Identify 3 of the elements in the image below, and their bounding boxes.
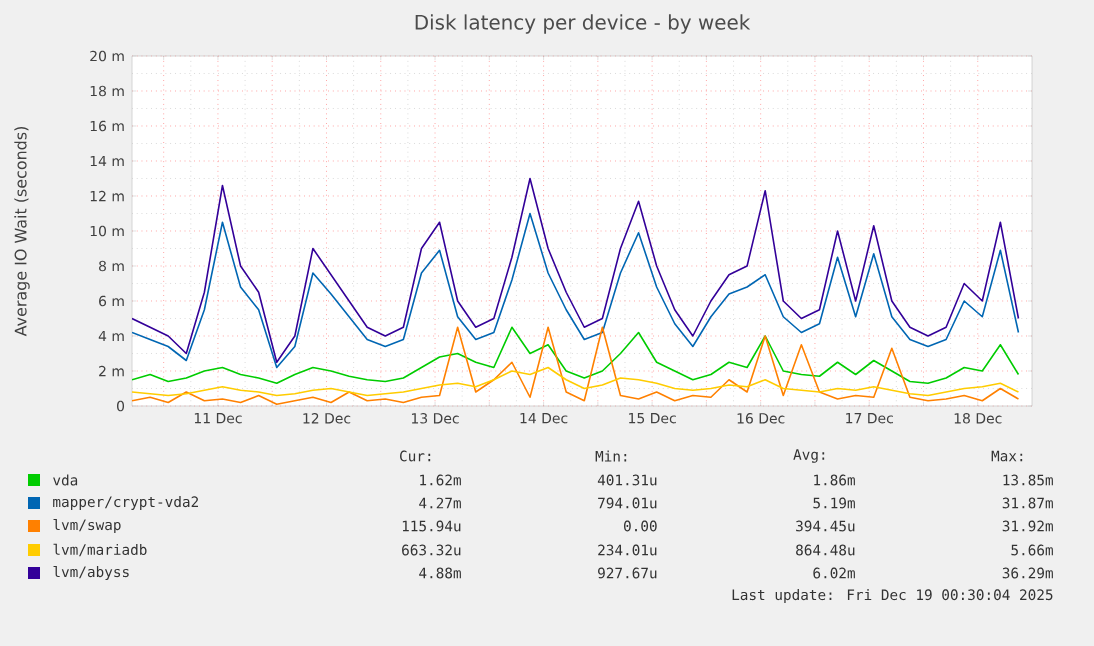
line-series: [132, 326, 1020, 406]
chart-title: Disk latency per device - by week: [415, 14, 751, 34]
line-series: [132, 212, 1020, 369]
